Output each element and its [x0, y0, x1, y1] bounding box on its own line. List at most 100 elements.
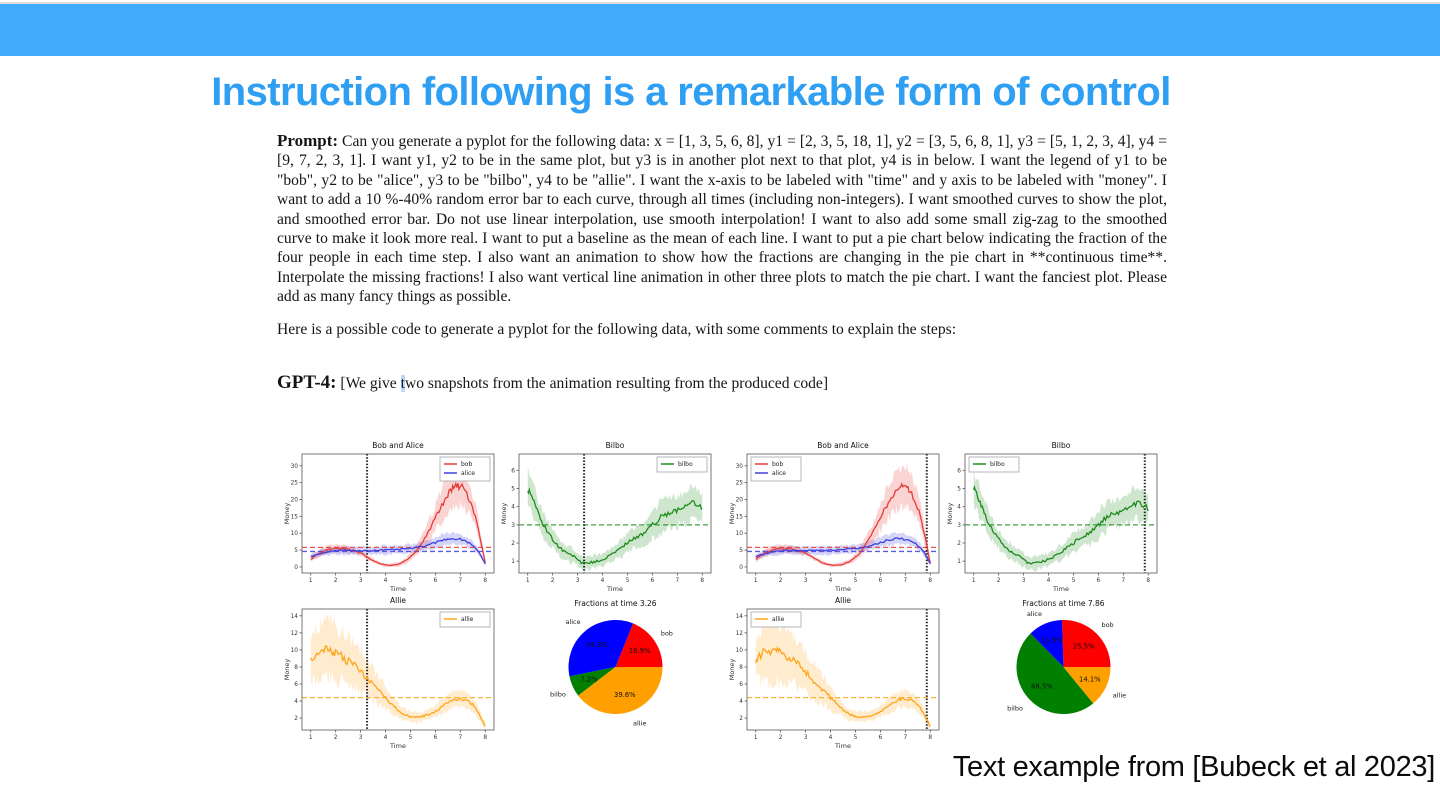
- svg-text:2: 2: [957, 541, 961, 547]
- svg-text:4: 4: [829, 578, 833, 584]
- pie-fractions-snapshot2: Fractions at time 7.86 25.5% bob 11.9% alice…: [956, 593, 1171, 763]
- svg-text:bilbo: bilbo: [550, 691, 566, 699]
- gpt4-note-post: wo snapshots from the animation resultin…: [404, 375, 829, 393]
- svg-text:allie: allie: [1113, 691, 1126, 699]
- svg-text:Fractions at time 7.86: Fractions at time 7.86: [1022, 599, 1104, 608]
- svg-text:1: 1: [511, 559, 515, 565]
- svg-text:3: 3: [804, 578, 808, 584]
- svg-text:Money: Money: [728, 503, 736, 525]
- svg-text:5: 5: [294, 548, 298, 554]
- svg-text:Time: Time: [834, 742, 851, 750]
- svg-text:3: 3: [511, 523, 515, 529]
- prompt-paragraph: Prompt: Can you generate a pyplot for th…: [277, 131, 1167, 307]
- svg-text:alice: alice: [565, 618, 580, 626]
- plot-allie-snapshot1: 1 2 3 4 5 6 7 8 2 4 6 8 10 12 14 Time Money Allie allie: [283, 593, 508, 763]
- svg-text:Time: Time: [389, 585, 406, 593]
- svg-text:Money: Money: [728, 659, 736, 681]
- svg-text:4: 4: [294, 699, 298, 705]
- svg-text:6: 6: [651, 578, 655, 584]
- svg-text:bob: bob: [661, 629, 673, 637]
- svg-text:6: 6: [511, 468, 515, 474]
- svg-text:1: 1: [972, 578, 976, 584]
- svg-text:14.1%: 14.1%: [1079, 676, 1101, 684]
- svg-text:20: 20: [291, 498, 299, 504]
- prompt-label: Prompt:: [277, 131, 339, 150]
- svg-text:alice: alice: [772, 470, 786, 477]
- svg-text:48.5%: 48.5%: [1031, 683, 1053, 691]
- svg-text:2: 2: [779, 735, 783, 741]
- svg-text:bob: bob: [772, 461, 783, 468]
- chart-canvas: 1 2 3 4 5 6 7 8 1 2 3 4 5 6 Time Money Bilbo bilbo: [946, 441, 1158, 593]
- svg-text:5: 5: [854, 578, 858, 584]
- svg-text:15: 15: [291, 514, 299, 520]
- svg-text:2: 2: [997, 578, 1001, 584]
- svg-text:2: 2: [294, 716, 298, 722]
- svg-text:5: 5: [409, 578, 413, 584]
- gpt4-line: GPT-4: [We give two snapshots from the a…: [277, 373, 1167, 393]
- svg-text:1: 1: [526, 578, 530, 584]
- svg-text:6: 6: [434, 735, 438, 741]
- chart-canvas: 1 2 3 4 5 6 7 8 0 5 10 15 20 25 30 Time Money Bob and Ali…: [728, 441, 940, 593]
- svg-text:4: 4: [384, 578, 388, 584]
- plot-bob-alice-snapshot2: 1 2 3 4 5 6 7 8 0 5 10 15 20 25 30 Time Money Bob and Ali…: [728, 438, 953, 593]
- pie-fractions-snapshot1: Fractions at time 3.26 18.9% bob 34.3% alice…: [508, 593, 723, 763]
- svg-text:alice: alice: [1027, 610, 1042, 618]
- svg-text:2: 2: [779, 578, 783, 584]
- paper-excerpt: Prompt: Can you generate a pyplot for th…: [277, 131, 1167, 393]
- svg-text:allie: allie: [461, 616, 474, 623]
- svg-text:allie: allie: [633, 720, 646, 728]
- chart-canvas: 1 2 3 4 5 6 7 8 1 2 3 4 5 6 Time Money Bilbo bilbo: [500, 441, 712, 593]
- svg-text:7: 7: [1121, 578, 1125, 584]
- svg-text:2: 2: [334, 578, 338, 584]
- svg-text:Time: Time: [389, 742, 406, 750]
- svg-text:8: 8: [1146, 578, 1150, 584]
- svg-text:6: 6: [294, 682, 298, 688]
- svg-text:2: 2: [334, 735, 338, 741]
- svg-text:14: 14: [291, 614, 299, 620]
- svg-text:7: 7: [903, 578, 907, 584]
- svg-text:8: 8: [700, 578, 704, 584]
- svg-text:Time: Time: [1052, 585, 1069, 593]
- svg-text:8: 8: [739, 665, 743, 671]
- svg-text:7.2%: 7.2%: [580, 675, 598, 683]
- svg-text:3: 3: [957, 523, 961, 529]
- svg-text:8: 8: [928, 578, 932, 584]
- svg-text:4: 4: [957, 505, 961, 511]
- svg-text:Money: Money: [500, 503, 508, 525]
- svg-text:4: 4: [601, 578, 605, 584]
- svg-text:0: 0: [739, 565, 743, 571]
- svg-text:2: 2: [739, 716, 743, 722]
- svg-text:5: 5: [854, 735, 858, 741]
- svg-text:4: 4: [829, 735, 833, 741]
- svg-text:5: 5: [739, 548, 743, 554]
- gpt4-note-highlight: t: [400, 375, 405, 393]
- svg-text:6: 6: [434, 578, 438, 584]
- gpt4-note-pre: [We give: [340, 375, 401, 393]
- svg-text:bob: bob: [1101, 621, 1113, 629]
- svg-text:8: 8: [483, 735, 487, 741]
- svg-text:Allie: Allie: [390, 596, 406, 605]
- svg-text:5: 5: [626, 578, 630, 584]
- svg-text:6: 6: [879, 578, 883, 584]
- svg-text:Money: Money: [283, 659, 291, 681]
- plot-bilbo-snapshot2: 1 2 3 4 5 6 7 8 1 2 3 4 5 6 Time Money Bilbo bilbo: [946, 438, 1171, 593]
- followup-paragraph: Here is a possible code to generate a py…: [277, 320, 957, 338]
- svg-text:0: 0: [294, 565, 298, 571]
- svg-text:bilbo: bilbo: [678, 461, 693, 468]
- svg-text:4: 4: [739, 699, 743, 705]
- svg-text:Bob and Alice: Bob and Alice: [372, 441, 424, 450]
- svg-text:12: 12: [291, 631, 299, 637]
- svg-text:8: 8: [928, 735, 932, 741]
- prompt-text: Can you generate a pyplot for the follow…: [277, 133, 1167, 306]
- svg-text:Money: Money: [283, 503, 291, 525]
- svg-text:Bilbo: Bilbo: [606, 441, 625, 450]
- svg-text:Bob and Alice: Bob and Alice: [817, 441, 869, 450]
- svg-text:11.9%: 11.9%: [1041, 636, 1063, 644]
- svg-text:30: 30: [291, 464, 299, 470]
- svg-text:1: 1: [754, 578, 758, 584]
- svg-text:34.3%: 34.3%: [586, 641, 608, 649]
- page-title: Instruction following is a remarkable fo…: [211, 70, 1171, 114]
- svg-text:6: 6: [739, 682, 743, 688]
